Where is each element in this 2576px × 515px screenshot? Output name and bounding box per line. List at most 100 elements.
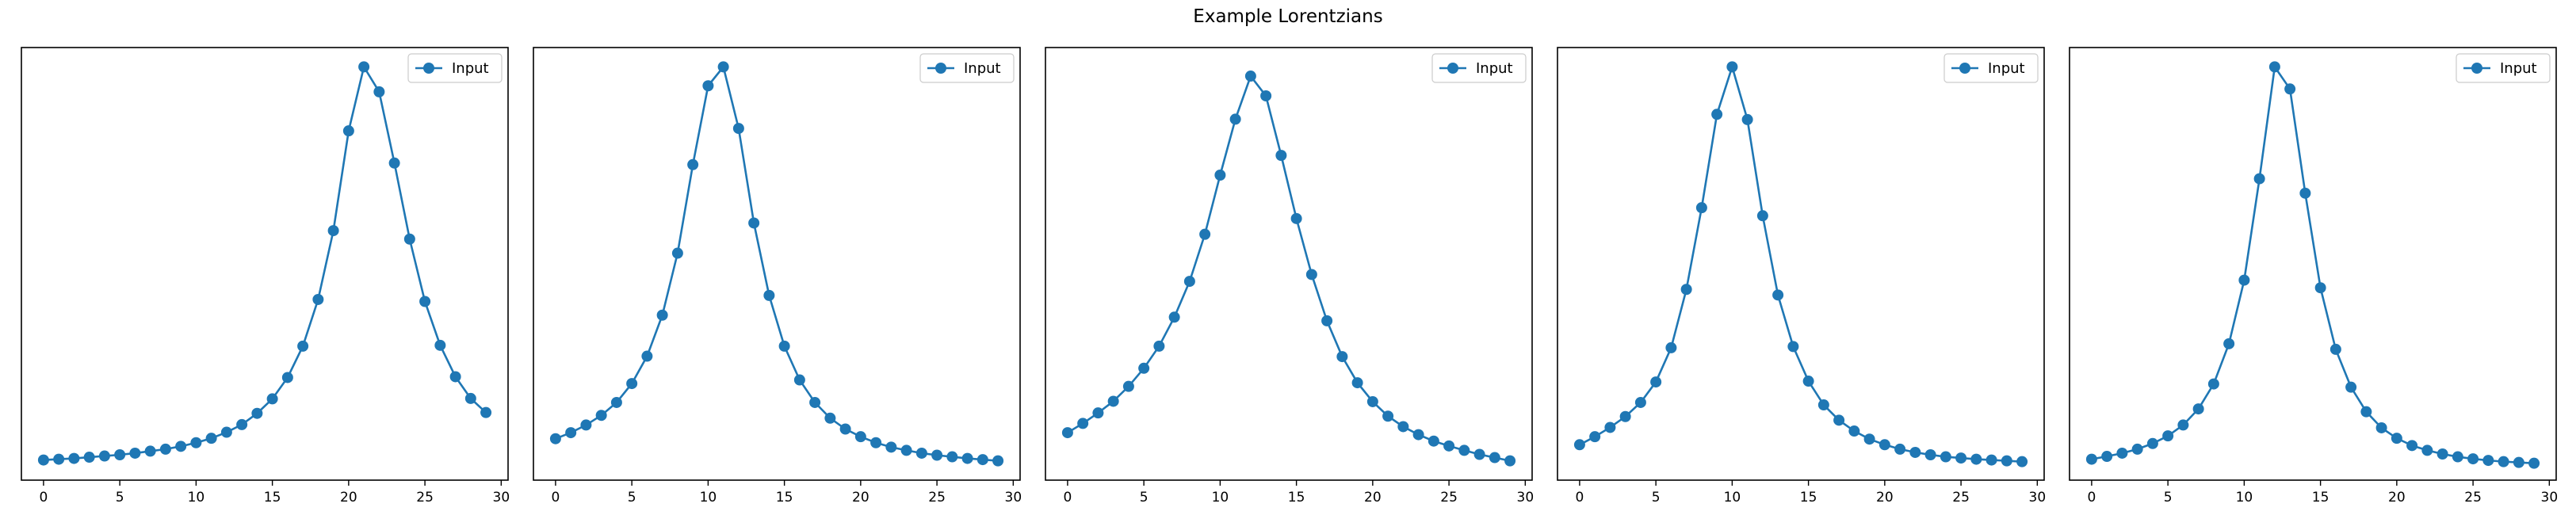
legend-label: Input — [2500, 60, 2537, 77]
data-point — [2085, 453, 2097, 465]
data-point — [2299, 187, 2311, 199]
legend-label: Input — [1988, 60, 2025, 77]
data-point — [480, 406, 492, 418]
data-point — [2177, 419, 2189, 431]
data-point — [1092, 407, 1104, 419]
data-point — [2131, 443, 2143, 455]
x-tick-label: 5 — [1652, 490, 1661, 505]
data-point — [2284, 83, 2296, 95]
data-point — [1634, 396, 1646, 408]
data-point — [373, 86, 385, 97]
data-point — [854, 431, 866, 443]
panel-2: 0 5 10 15 20 25 30 Input — [533, 47, 1022, 505]
x-tick-label: 15 — [776, 490, 793, 505]
data-point — [1772, 289, 1784, 301]
data-point — [190, 437, 202, 448]
legend-marker — [2471, 63, 2482, 74]
data-point — [870, 437, 882, 448]
data-point — [1909, 446, 1921, 458]
x-tick-label: 10 — [188, 490, 205, 505]
x-tick-label: 5 — [628, 490, 636, 505]
data-point — [449, 371, 461, 383]
x-tick-label: 15 — [1288, 490, 1305, 505]
data-point — [342, 125, 354, 137]
data-point — [2101, 451, 2113, 463]
data-point — [159, 443, 171, 455]
axes-frame — [2069, 47, 2557, 481]
data-point — [1397, 421, 1409, 433]
x-tick-label: 20 — [1364, 490, 1382, 505]
data-point — [1848, 425, 1860, 437]
data-point — [1940, 451, 1951, 463]
data-point — [763, 289, 775, 301]
data-point — [2482, 455, 2494, 467]
data-point — [2223, 338, 2235, 349]
data-point — [37, 454, 49, 466]
data-point — [1924, 449, 1936, 460]
data-point — [1229, 113, 1241, 125]
data-point — [839, 423, 851, 435]
data-point — [2146, 437, 2158, 449]
data-point — [1619, 410, 1631, 422]
data-point — [2360, 406, 2372, 418]
data-point — [977, 454, 988, 466]
data-point — [1428, 435, 1439, 447]
data-point — [1122, 380, 1134, 392]
series-line — [43, 64, 487, 461]
data-point — [2001, 455, 2012, 467]
data-point — [2162, 430, 2174, 442]
data-point — [68, 452, 80, 464]
series-line — [2091, 63, 2535, 464]
x-tick-label: 5 — [1140, 490, 1148, 505]
data-point — [2238, 274, 2250, 286]
data-point — [1138, 362, 1150, 374]
legend-box — [407, 53, 503, 83]
data-point — [549, 433, 561, 444]
data-point — [915, 447, 927, 459]
x-tick-label: 0 — [39, 490, 48, 505]
x-tick-label: 0 — [1063, 490, 1072, 505]
data-point — [778, 340, 790, 352]
data-point — [1260, 90, 1272, 101]
data-point — [1817, 399, 1829, 411]
data-point — [1382, 410, 1394, 422]
panel-5: 0 5 10 15 20 25 30 Input — [2069, 47, 2558, 505]
data-point — [1741, 113, 1753, 125]
legend-marker — [1959, 63, 1970, 74]
data-point — [2452, 451, 2463, 463]
data-point — [1412, 429, 1424, 441]
data-point — [236, 418, 248, 430]
data-point — [98, 450, 110, 462]
legend-box — [2456, 53, 2551, 83]
x-tick-label: 15 — [1800, 490, 1817, 505]
data-point — [809, 396, 821, 408]
x-tick-label: 30 — [493, 490, 510, 505]
data-point — [1680, 284, 1692, 296]
data-point — [297, 340, 309, 352]
data-point — [281, 372, 293, 383]
data-point — [2528, 457, 2540, 469]
data-point — [1366, 395, 1378, 407]
panel-4: 0 5 10 15 20 25 30 Input — [1557, 47, 2046, 505]
data-point — [1321, 315, 1333, 326]
axes-frame — [1557, 47, 2045, 481]
data-point — [1183, 276, 1195, 288]
x-tick-label: 25 — [416, 490, 434, 505]
data-point — [671, 247, 683, 259]
data-point — [266, 393, 278, 405]
x-tick-label: 15 — [2312, 490, 2329, 505]
data-point — [403, 233, 415, 245]
data-point — [1244, 71, 1256, 82]
data-point — [220, 426, 232, 438]
data-point — [732, 123, 744, 135]
data-point — [251, 407, 263, 419]
data-point — [114, 449, 126, 460]
panel-3: 0 5 10 15 20 25 30 Input — [1045, 47, 1534, 505]
data-point — [2016, 456, 2028, 467]
x-tick-label: 25 — [1440, 490, 1458, 505]
data-point — [1695, 202, 1707, 214]
data-point — [464, 392, 476, 404]
data-point — [626, 378, 638, 390]
data-point — [2421, 444, 2433, 456]
data-point — [2391, 433, 2402, 444]
